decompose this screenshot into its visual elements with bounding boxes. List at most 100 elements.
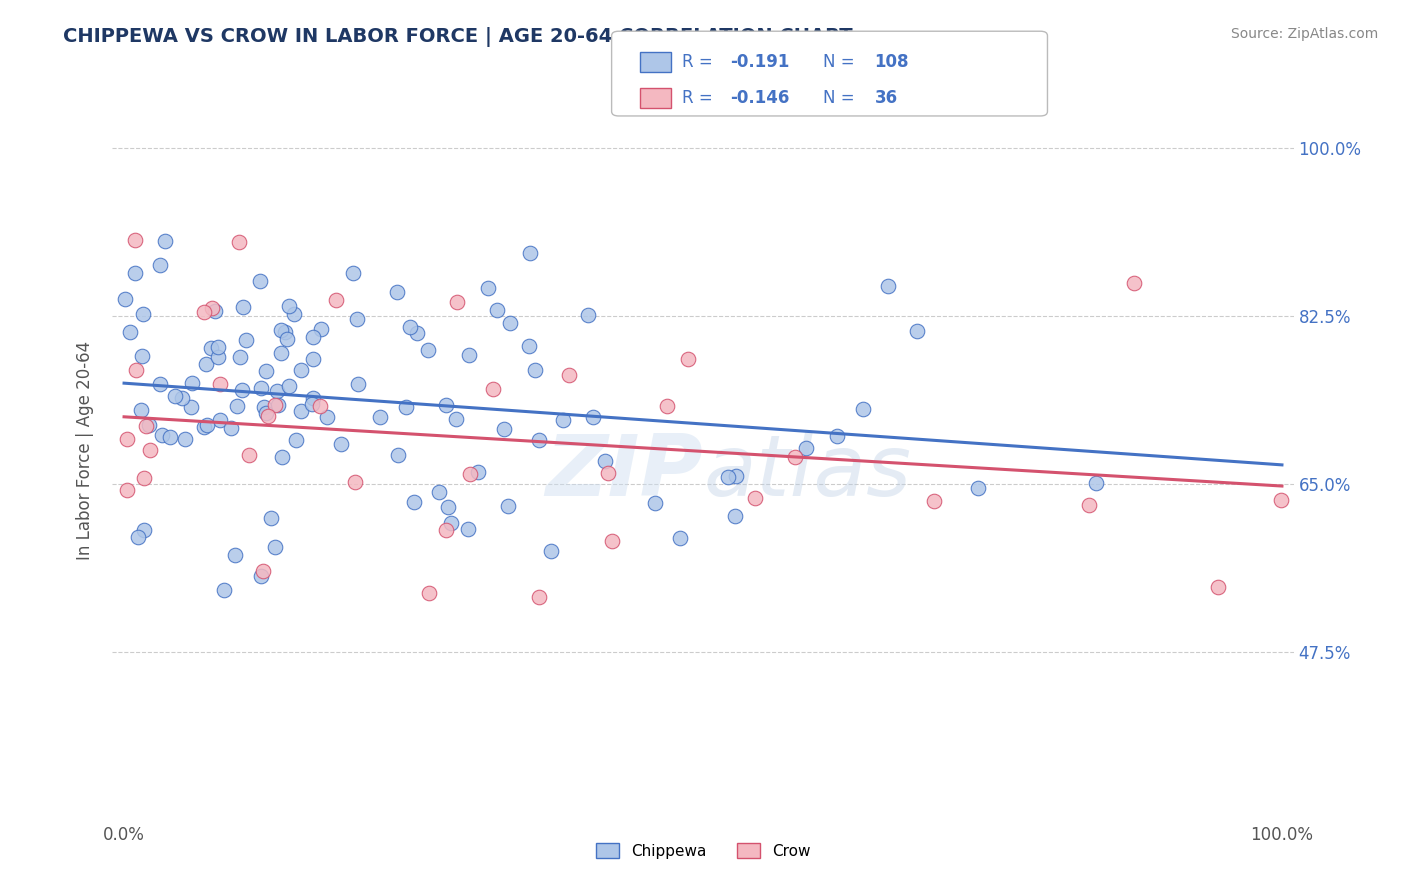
Point	[576, 308, 599, 322]
Point	[794, 441, 817, 455]
Point	[253, 401, 276, 415]
Point	[876, 279, 898, 293]
Point	[249, 569, 271, 583]
Y-axis label: In Labor Force | Age 20-64: In Labor Force | Age 20-64	[76, 341, 94, 560]
Point	[193, 420, 215, 434]
Text: 108: 108	[875, 54, 910, 71]
Point	[966, 481, 988, 495]
Point	[1270, 492, 1292, 507]
Point	[598, 466, 620, 480]
Point	[228, 235, 250, 249]
Point	[460, 467, 482, 482]
Text: CHIPPEWA VS CROW IN LABOR FORCE | AGE 20-64 CORRELATION CHART: CHIPPEWA VS CROW IN LABOR FORCE | AGE 20…	[63, 27, 853, 46]
Point	[399, 319, 422, 334]
Point	[446, 295, 468, 310]
Point	[716, 469, 738, 483]
Point	[273, 326, 295, 340]
Point	[138, 443, 160, 458]
Point	[405, 326, 427, 341]
Point	[329, 437, 352, 451]
Point	[1122, 277, 1144, 291]
Point	[342, 266, 364, 280]
Point	[172, 391, 194, 405]
Point	[395, 401, 418, 415]
Text: atlas: atlas	[703, 431, 911, 514]
Text: -0.191: -0.191	[730, 54, 789, 71]
Point	[582, 410, 605, 425]
Point	[485, 303, 508, 318]
Point	[124, 266, 146, 280]
Point	[724, 509, 747, 524]
Point	[540, 543, 562, 558]
Point	[231, 383, 253, 397]
Point	[207, 340, 229, 354]
Point	[278, 379, 301, 393]
Point	[346, 377, 368, 392]
Point	[458, 348, 481, 362]
Point	[127, 530, 149, 544]
Point	[676, 351, 699, 366]
Point	[132, 307, 155, 321]
Point	[153, 234, 176, 248]
Point	[1085, 476, 1108, 491]
Point	[519, 245, 541, 260]
Point	[657, 399, 679, 413]
Point	[434, 398, 457, 412]
Point	[257, 409, 280, 423]
Point	[551, 413, 574, 427]
Point	[132, 471, 155, 485]
Point	[905, 325, 928, 339]
Point	[232, 301, 254, 315]
Point	[416, 343, 439, 358]
Point	[249, 274, 271, 288]
Point	[124, 233, 146, 247]
Point	[131, 349, 153, 363]
Point	[260, 511, 283, 525]
Point	[669, 532, 692, 546]
Point	[527, 590, 550, 604]
Point	[387, 448, 409, 462]
Point	[519, 339, 541, 353]
Point	[1078, 498, 1101, 512]
Point	[785, 450, 807, 465]
Point	[115, 433, 138, 447]
Point	[302, 330, 325, 344]
Point	[115, 483, 138, 498]
Point	[201, 301, 224, 315]
Point	[174, 432, 197, 446]
Point	[285, 434, 308, 448]
Point	[207, 350, 229, 364]
Point	[309, 322, 332, 336]
Point	[159, 430, 181, 444]
Point	[271, 450, 294, 464]
Point	[254, 406, 277, 420]
Point	[193, 305, 215, 319]
Text: N =: N =	[823, 54, 859, 71]
Point	[436, 500, 458, 515]
Point	[249, 380, 271, 394]
Point	[325, 293, 347, 307]
Point	[150, 428, 173, 442]
Point	[195, 418, 218, 433]
Text: ZIP: ZIP	[546, 431, 703, 514]
Point	[593, 453, 616, 467]
Point	[120, 326, 142, 340]
Point	[124, 363, 146, 377]
Point	[254, 364, 277, 378]
Point	[270, 323, 292, 337]
Point	[444, 412, 467, 426]
Point	[385, 285, 408, 299]
Point	[402, 495, 425, 509]
Point	[135, 419, 157, 434]
Point	[235, 334, 257, 348]
Point	[276, 332, 298, 346]
Point	[134, 523, 156, 537]
Point	[498, 316, 520, 330]
Point	[114, 292, 136, 306]
Point	[725, 469, 748, 483]
Text: R =: R =	[682, 89, 718, 107]
Point	[238, 448, 260, 462]
Text: -0.146: -0.146	[730, 89, 789, 107]
Point	[301, 397, 323, 411]
Point	[229, 350, 252, 364]
